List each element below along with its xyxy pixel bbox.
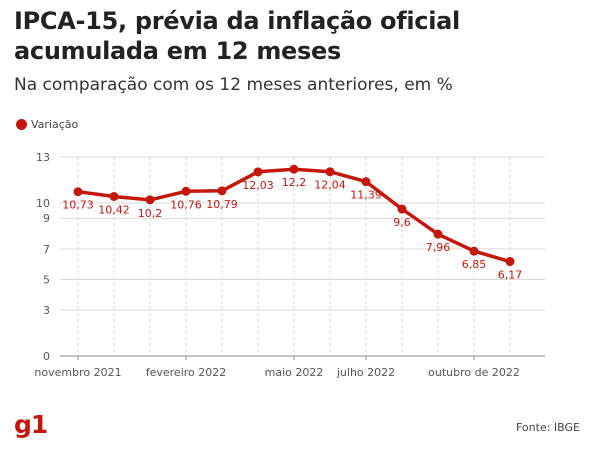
- data-point: [145, 195, 155, 205]
- data-point: [181, 186, 191, 196]
- data-label: 6,17: [498, 269, 523, 282]
- data-label: 7,96: [426, 241, 451, 254]
- data-point: [469, 246, 479, 256]
- y-tick-label: 9: [43, 212, 50, 225]
- data-label: 10,76: [170, 198, 202, 211]
- x-tick-label: maio 2022: [265, 366, 324, 379]
- y-tick-label: 13: [36, 151, 50, 164]
- data-label: 10,73: [62, 199, 94, 212]
- data-label: 10,42: [98, 203, 130, 216]
- legend: Variação: [16, 118, 78, 131]
- data-label: 12,04: [314, 179, 346, 192]
- data-point: [109, 191, 119, 201]
- data-point: [505, 257, 515, 267]
- y-tick-label: 3: [43, 304, 50, 317]
- chart-subtitle: Na comparação com os 12 meses anteriores…: [14, 75, 453, 95]
- data-point: [217, 186, 227, 196]
- y-tick-label: 0: [43, 350, 50, 363]
- y-tick-label: 5: [43, 273, 50, 286]
- y-tick-label: 7: [43, 243, 50, 256]
- x-tick-label: outubro de 2022: [428, 366, 520, 379]
- data-label: 11,39: [350, 189, 382, 202]
- data-label: 9,6: [393, 216, 411, 229]
- legend-label: Variação: [31, 118, 79, 131]
- chart-title: IPCA-15, prévia da inflação oficial acum…: [14, 7, 460, 65]
- x-tick-label: julho 2022: [336, 366, 395, 379]
- data-label: 6,85: [462, 258, 487, 271]
- data-point: [397, 204, 407, 214]
- data-label: 10,2: [138, 207, 163, 220]
- y-tick-label: 10: [36, 197, 50, 210]
- data-label: 10,79: [206, 198, 238, 211]
- data-point: [253, 167, 263, 177]
- x-tick-label: fevereiro 2022: [146, 366, 227, 379]
- source-note: Fonte: IBGE: [516, 421, 580, 434]
- legend-marker: [16, 119, 27, 130]
- data-point: [325, 167, 335, 177]
- x-tick-label: novembro 2021: [34, 366, 121, 379]
- data-point: [289, 164, 299, 174]
- g1-logo: g1: [14, 410, 48, 439]
- data-point: [73, 187, 83, 197]
- data-label: 12,2: [282, 176, 307, 189]
- data-point: [433, 229, 443, 239]
- data-point: [361, 177, 371, 187]
- data-label: 12,03: [242, 179, 274, 192]
